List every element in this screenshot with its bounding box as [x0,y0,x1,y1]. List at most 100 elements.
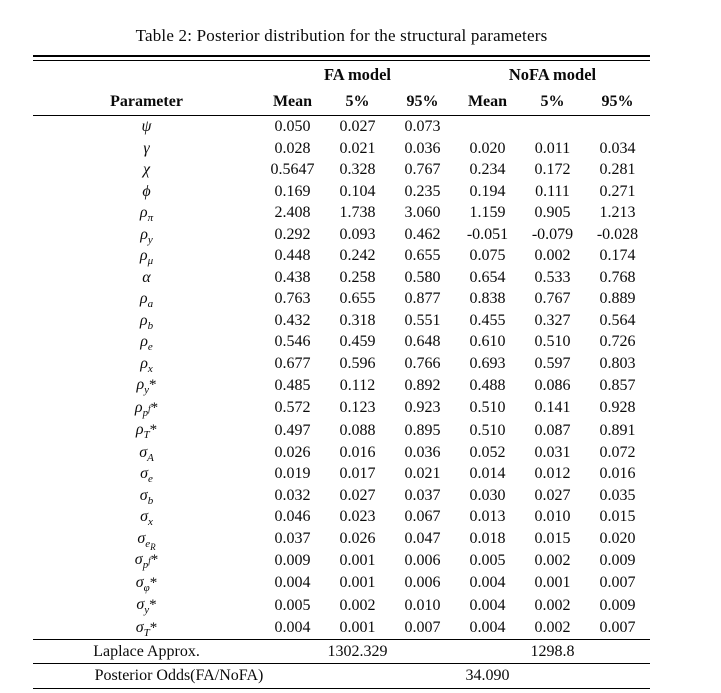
cell-value: 0.004 [274,574,311,591]
table-row: σT* 0.004 0.001 0.007 0.004 0.002 0.007 [33,617,650,640]
laplace-nofa-value: 1298.8 [530,642,575,660]
param-label: ψ [141,118,152,135]
cell-value: 0.580 [404,268,441,286]
cell-value: 0.012 [534,465,571,482]
cell-value: 0.610 [469,333,506,350]
fa-mean-header: Mean [272,92,313,110]
cell-value: 0.007 [404,619,441,636]
posterior-odds-row: Posterior Odds(FA/NoFA) 34.090 [33,663,650,689]
cell-value: 0.258 [339,268,376,286]
cell-value: 0.009 [599,551,636,569]
nofa-95pct-header: 95% [601,92,634,110]
cell-value: 0.014 [469,465,506,482]
cell-value: 0.459 [339,333,376,350]
table-row: ρy* 0.485 0.112 0.892 0.488 0.086 0.857 [33,374,650,397]
cell-value: 0.027 [534,486,571,504]
cell-value: 0.891 [599,421,636,439]
cell-value: 0.655 [339,290,376,307]
cell-value: 0.510 [469,421,506,439]
cell-value: 0.035 [599,486,636,504]
cell-value: 0.006 [404,551,441,569]
table-row: ρb 0.432 0.318 0.551 0.455 0.327 0.564 [33,310,650,332]
cell-value: 0.448 [274,247,311,264]
cell-value: 0.281 [599,161,636,178]
cell-value: 0.023 [339,508,376,525]
laplace-row: Laplace Approx. 1302.329 1298.8 [33,639,650,664]
cell-value: -0.051 [466,225,509,243]
cell-value: 0.803 [599,354,636,372]
cell-value: 0.923 [404,399,441,416]
cell-value: 0.001 [339,619,376,636]
posterior-table: FA model NoFA model Parameter Mean 5% 95… [33,61,650,689]
param-label: γ [143,139,150,157]
table-row: γ 0.028 0.021 0.036 0.020 0.011 0.034 [33,138,650,160]
cell-value: 0.551 [404,311,441,329]
cell-value: 0.564 [599,311,636,329]
fa-model-group-header: FA model [323,64,392,84]
cell-value: 0.767 [534,290,571,307]
cell-value: 0.141 [534,399,571,416]
param-label: ϕ [142,182,151,200]
cell-value: 0.006 [404,574,441,591]
table-row: σφ* 0.004 0.001 0.006 0.004 0.001 0.007 [33,572,650,595]
cell-value: 0.020 [469,139,506,157]
cell-value: 0.067 [404,508,441,525]
nofa-5pct-header: 5% [540,92,565,110]
model-group-row: FA model NoFA model [33,61,650,88]
cell-value: 0.047 [404,529,441,547]
star-marker: * [150,552,159,568]
cell-value: 0.032 [274,486,311,504]
cell-value: 0.007 [599,574,636,591]
cell-value: 0.020 [599,529,636,547]
param-label: ρπ [139,204,154,225]
cell-value: 1.738 [339,204,376,221]
cell-value: 0.242 [339,247,376,264]
table-row: ρx 0.677 0.596 0.766 0.693 0.597 0.803 [33,353,650,375]
cell-value: 0.010 [404,596,441,614]
table-row: ρpf* 0.572 0.123 0.923 0.510 0.141 0.928 [33,397,650,420]
laplace-fa-value: 1302.329 [327,642,388,660]
cell-value: 0.172 [534,161,571,178]
cell-value: 0.046 [274,508,311,525]
table-row: ρT* 0.497 0.088 0.895 0.510 0.087 0.891 [33,419,650,442]
cell-value: 0.726 [599,333,636,350]
cell-value: 0.328 [339,161,376,178]
param-label: α [142,268,151,286]
cell-value: 0.004 [469,596,506,614]
cell-value: 0.026 [339,529,376,547]
cell-value: 0.013 [469,508,506,525]
cell-value: 0.052 [469,443,506,461]
parameter-column-header: Parameter [110,92,183,110]
param-label: ρa [139,290,154,311]
cell-value: 0.037 [274,529,311,547]
cell-value: 0.488 [469,376,506,394]
cell-value: 0.655 [404,247,441,264]
cell-value: 0.104 [339,182,376,200]
cell-value [520,116,585,138]
table-area: FA model NoFA model Parameter Mean 5% 95… [33,55,650,689]
table-row: σA 0.026 0.016 0.036 0.052 0.031 0.072 [33,442,650,464]
cell-value: 0.002 [534,247,571,264]
cell-value: 0.169 [274,182,311,200]
star-marker: * [149,422,158,438]
param-label: χ [142,161,151,178]
param-label: σpf* [134,551,159,572]
cell-value: 2.408 [274,204,311,221]
table-row: ρπ 2.408 1.738 3.060 1.159 0.905 1.213 [33,202,650,224]
cell-value: 0.001 [534,574,571,591]
cell-value: 0.905 [534,204,571,221]
cell-value: 3.060 [404,204,441,221]
cell-value: 0.546 [274,333,311,350]
cell-value [455,116,520,138]
cell-value: 0.648 [404,333,441,350]
cell-value: 0.462 [404,225,441,243]
cell-value [585,116,650,138]
table-row: σy* 0.005 0.002 0.010 0.004 0.002 0.009 [33,594,650,617]
cell-value: 0.075 [469,247,506,264]
cell-value: 0.112 [339,376,376,394]
cell-value: 0.037 [404,486,441,504]
cell-value: 0.194 [469,182,506,200]
cell-value: 0.009 [274,551,311,569]
nofa-model-group-header: NoFA model [508,64,597,84]
